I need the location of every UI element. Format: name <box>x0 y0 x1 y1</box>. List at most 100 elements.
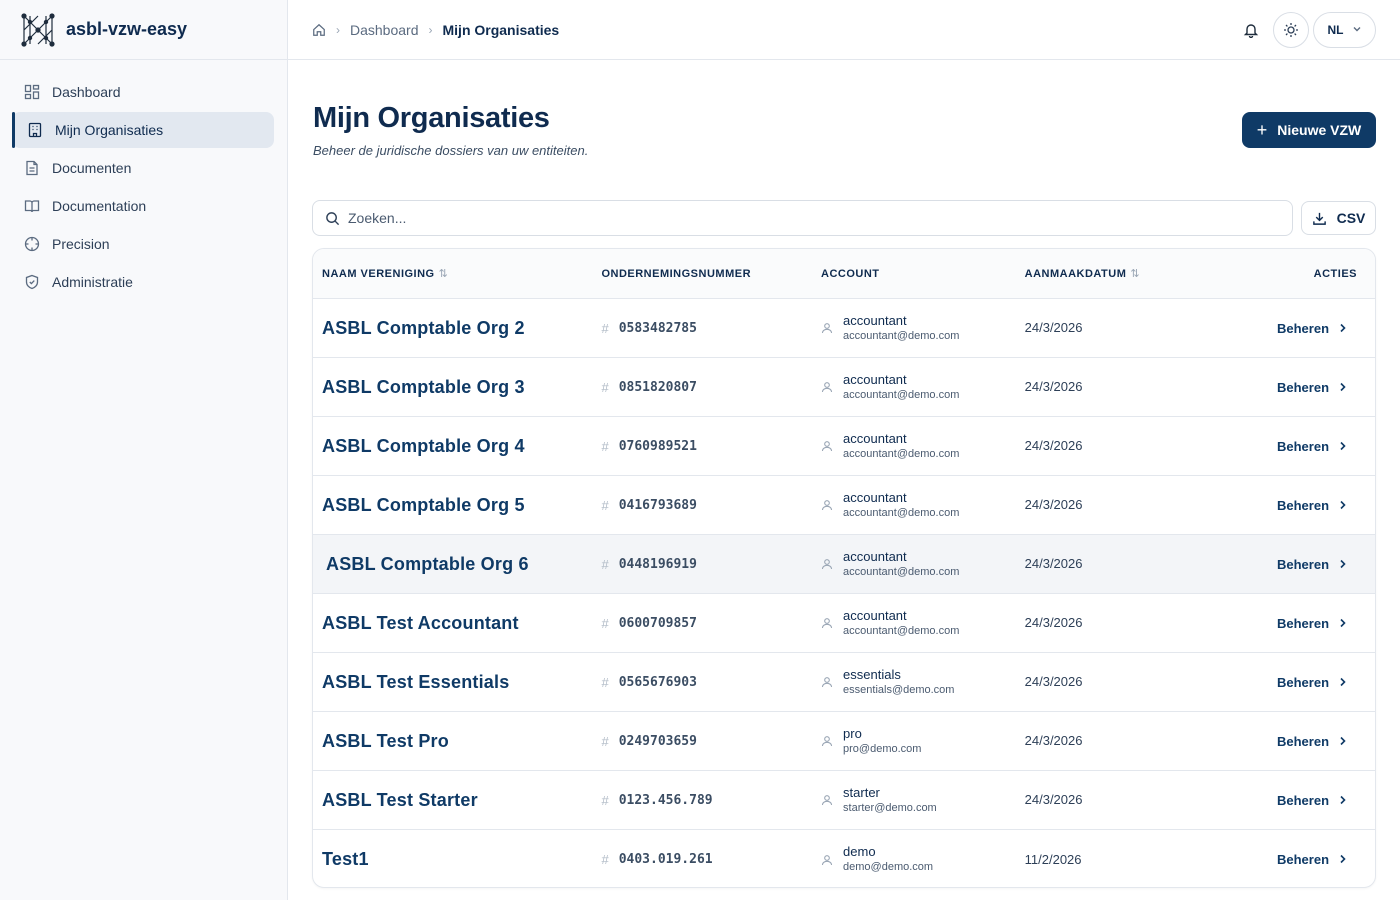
sidebar-item-precision[interactable]: Precision <box>12 226 274 262</box>
home-icon[interactable] <box>312 23 326 37</box>
table-row[interactable]: ASBL Comptable Org 3 #0851820807 account… <box>313 358 1375 417</box>
manage-label: Beheren <box>1276 320 1330 336</box>
topbar: › Dashboard › Mijn Organisaties NL <box>288 0 1400 60</box>
table-row[interactable]: ASBL Test Essentials #0565676903 essenti… <box>313 653 1375 712</box>
column-number: ONDERNEMINGSNUMMER <box>601 268 821 280</box>
sidebar-item-label: Documentation <box>52 198 147 214</box>
book-icon <box>24 198 40 214</box>
breadcrumb: › Dashboard › Mijn Organisaties <box>312 22 559 38</box>
enterprise-number-value: 0123.456.789 <box>618 792 713 808</box>
sidebar-item-documenten[interactable]: Documenten <box>12 150 274 186</box>
user-icon <box>821 322 833 334</box>
user-icon <box>821 440 833 452</box>
manage-link[interactable]: Beheren <box>1277 675 1347 690</box>
account-email: accountant@demo.com <box>843 329 960 342</box>
hash-icon: # <box>601 497 609 513</box>
theme-toggle-button[interactable] <box>1273 12 1309 48</box>
enterprise-number-value: 0403.019.261 <box>618 852 713 867</box>
account-cell: starter starter@demo.com <box>821 785 1025 816</box>
column-actions: ACTIES <box>1224 268 1375 280</box>
column-actions-label: ACTIES <box>1313 267 1357 280</box>
breadcrumb-dashboard[interactable]: Dashboard <box>350 21 419 38</box>
organisation-name[interactable]: ASBL Test Essentials <box>322 671 510 692</box>
table-row[interactable]: ASBL Comptable Org 4 #0760989521 account… <box>313 417 1375 476</box>
organisation-name[interactable]: ASBL Comptable Org 5 <box>322 494 525 515</box>
chevron-right-icon <box>1339 793 1347 808</box>
organisation-name[interactable]: ASBL Test Accountant <box>322 612 519 633</box>
organisation-name[interactable]: ASBL Comptable Org 6 <box>326 553 529 574</box>
organisation-name[interactable]: ASBL Comptable Org 2 <box>322 317 525 338</box>
table-row[interactable]: Test1 #0403.019.261 demo demo@demo.com 1… <box>313 830 1375 887</box>
chevron-right-icon <box>1339 734 1347 749</box>
building-icon <box>27 122 43 138</box>
hash-icon: # <box>601 792 609 808</box>
enterprise-number: #0583482785 <box>601 321 821 336</box>
column-date-label: AANMAAKDATUM <box>1024 268 1127 280</box>
shield-icon <box>24 274 40 290</box>
manage-label: Beheren <box>1276 792 1330 808</box>
breadcrumb-current: Mijn Organisaties <box>442 21 560 38</box>
language-value: NL <box>1327 23 1344 37</box>
search-input[interactable] <box>348 210 1248 226</box>
table-row[interactable]: ASBL Comptable Org 6 #0448196919 account… <box>313 535 1375 594</box>
sidebar-item-label: Documenten <box>52 160 132 176</box>
table-row[interactable]: ASBL Test Pro #0249703659 pro pro@demo.c… <box>313 712 1375 771</box>
manage-link[interactable]: Beheren <box>1277 616 1347 631</box>
created-date: 24/3/2026 <box>1024 379 1083 394</box>
table-row[interactable]: ASBL Test Starter #0123.456.789 starter … <box>313 771 1375 830</box>
new-vzw-button[interactable]: + Nieuwe VZW <box>1242 112 1376 148</box>
manage-link[interactable]: Beheren <box>1277 498 1347 513</box>
table-row[interactable]: ASBL Test Accountant #0600709857 account… <box>313 594 1375 653</box>
column-date[interactable]: AANMAAKDATUM ⇅ <box>1025 267 1225 280</box>
account-name: accountant <box>843 489 907 505</box>
sidebar-item-dashboard[interactable]: Dashboard <box>12 74 274 110</box>
organisation-name[interactable]: ASBL Test Pro <box>322 730 449 751</box>
created-date: 24/3/2026 <box>1024 320 1083 335</box>
sort-icon: ⇅ <box>438 268 449 280</box>
column-name[interactable]: NAAM VERENIGING ⇅ <box>313 267 601 280</box>
manage-link[interactable]: Beheren <box>1277 793 1347 808</box>
account-email: accountant@demo.com <box>843 624 960 637</box>
hash-icon: # <box>601 733 609 749</box>
sidebar-item-documentation[interactable]: Documentation <box>12 188 274 224</box>
account-email: demo@demo.com <box>843 861 934 873</box>
column-account-label: ACCOUNT <box>821 267 880 280</box>
account-name: essentials <box>843 666 901 682</box>
notification-button[interactable] <box>1233 12 1269 48</box>
table-row[interactable]: ASBL Comptable Org 2 #0583482785 account… <box>313 299 1375 358</box>
account-name: accountant <box>843 312 907 328</box>
chevron-right-icon <box>1339 498 1347 513</box>
created-date: 24/3/2026 <box>1024 497 1083 512</box>
manage-link[interactable]: Beheren <box>1277 557 1347 572</box>
manage-link[interactable]: Beheren <box>1277 852 1347 867</box>
organisation-name[interactable]: Test1 <box>322 849 369 869</box>
sidebar-item-administratie[interactable]: Administratie <box>12 264 274 300</box>
manage-link[interactable]: Beheren <box>1277 439 1347 454</box>
manage-link[interactable]: Beheren <box>1277 380 1347 395</box>
created-date: 24/3/2026 <box>1024 792 1083 807</box>
user-icon <box>821 735 833 747</box>
created-date: 24/3/2026 <box>1024 438 1083 453</box>
hash-icon: # <box>601 379 609 395</box>
hash-icon: # <box>601 438 609 454</box>
organisation-name[interactable]: ASBL Test Starter <box>322 789 478 810</box>
organisation-name[interactable]: ASBL Comptable Org 4 <box>322 435 525 456</box>
sidebar-item-mijn-organisaties[interactable]: Mijn Organisaties <box>12 112 274 148</box>
table-row[interactable]: ASBL Comptable Org 5 #0416793689 account… <box>313 476 1375 535</box>
chevron-right-icon <box>1339 616 1347 631</box>
brand[interactable]: asbl-vzw-easy <box>0 0 287 60</box>
enterprise-number-value: 0583482785 <box>618 320 697 336</box>
manage-label: Beheren <box>1276 733 1330 749</box>
csv-export-button[interactable]: CSV <box>1301 201 1376 235</box>
manage-link[interactable]: Beheren <box>1277 734 1347 749</box>
chevron-right-icon <box>1339 321 1347 336</box>
enterprise-number: #0249703659 <box>601 734 821 749</box>
account-cell: pro pro@demo.com <box>821 726 1025 757</box>
account-email: accountant@demo.com <box>843 447 960 460</box>
language-select[interactable]: NL <box>1313 12 1376 48</box>
manage-link[interactable]: Beheren <box>1277 321 1347 336</box>
sidebar-item-label: Precision <box>52 236 110 252</box>
hash-icon: # <box>601 674 609 690</box>
organisation-name[interactable]: ASBL Comptable Org 3 <box>322 376 525 397</box>
plus-icon: + <box>1256 120 1268 140</box>
